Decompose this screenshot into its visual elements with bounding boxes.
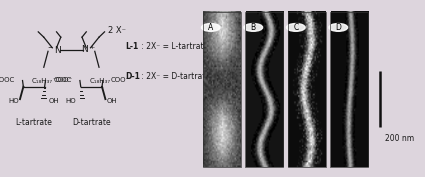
Text: $^-$N: $^-$N	[46, 44, 62, 55]
Text: 200 nm: 200 nm	[385, 134, 415, 142]
Text: 2 X⁻: 2 X⁻	[108, 26, 125, 35]
Text: D-tartrate: D-tartrate	[72, 118, 110, 127]
Circle shape	[244, 24, 263, 31]
Text: D: D	[335, 23, 341, 32]
Text: COO⁻: COO⁻	[53, 77, 72, 83]
Text: OH: OH	[49, 98, 60, 104]
Text: ⁻OOC: ⁻OOC	[53, 77, 72, 83]
Circle shape	[329, 24, 348, 31]
Text: C₁₈H₃₇: C₁₈H₃₇	[90, 78, 111, 84]
Text: : 2X⁻ = D-tartrate: : 2X⁻ = D-tartrate	[139, 72, 210, 81]
Text: D-1: D-1	[125, 72, 140, 81]
Text: C: C	[293, 23, 298, 32]
Text: L-tartrate: L-tartrate	[16, 118, 52, 127]
Text: C₁₈H₃₇: C₁₈H₃₇	[32, 78, 53, 84]
Bar	[330, 12, 368, 167]
Text: A: A	[208, 23, 213, 32]
Text: : 2X⁻ = L-tartrate: : 2X⁻ = L-tartrate	[139, 42, 208, 51]
Text: N$^+$: N$^+$	[81, 44, 96, 55]
Circle shape	[286, 24, 305, 31]
Text: ⁻OOC: ⁻OOC	[0, 77, 15, 83]
Text: L-1: L-1	[125, 42, 139, 51]
Bar	[288, 12, 326, 167]
Text: HO: HO	[8, 98, 19, 104]
Bar	[245, 12, 283, 167]
Bar	[203, 12, 241, 167]
Text: B: B	[251, 23, 256, 32]
Text: HO: HO	[66, 98, 76, 104]
Text: COO⁻: COO⁻	[110, 77, 130, 83]
Text: OH: OH	[106, 98, 117, 104]
Circle shape	[201, 24, 220, 31]
